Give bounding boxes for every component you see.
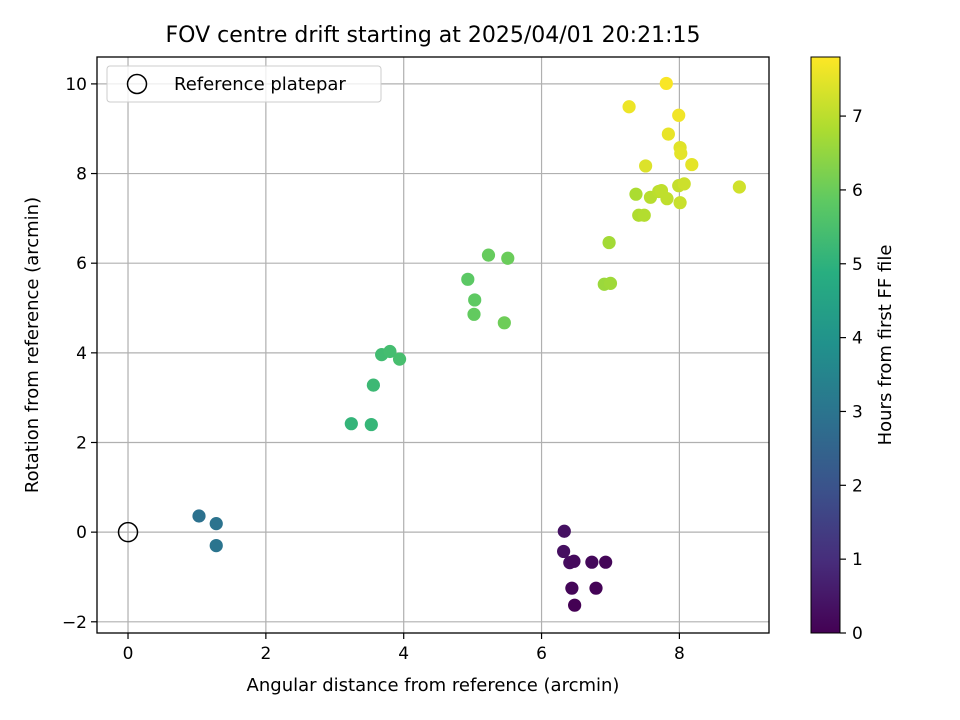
data-point bbox=[497, 316, 511, 330]
data-point bbox=[660, 192, 674, 206]
data-point bbox=[585, 555, 599, 569]
data-point bbox=[659, 76, 673, 91]
y-tick-label: 10 bbox=[65, 75, 87, 95]
colorbar-tick-label: 3 bbox=[852, 402, 863, 422]
data-point bbox=[603, 276, 618, 290]
x-tick-label: 4 bbox=[398, 644, 409, 664]
legend-reference-marker bbox=[126, 73, 148, 95]
data-point bbox=[344, 417, 358, 431]
y-tick-label: 0 bbox=[76, 523, 87, 543]
colorbar-ticks: 0 1 2 3 4 5 6 7 bbox=[840, 107, 863, 644]
data-point bbox=[629, 187, 643, 201]
data-point bbox=[589, 581, 603, 595]
data-point bbox=[568, 598, 582, 612]
data-point bbox=[565, 581, 579, 595]
x-ticks: 0 2 4 6 8 bbox=[123, 633, 685, 664]
data-point bbox=[557, 524, 571, 538]
colorbar-tick-label: 1 bbox=[852, 550, 863, 570]
data-point bbox=[622, 100, 636, 114]
y-tick-label: 4 bbox=[76, 344, 87, 364]
x-tick-label: 6 bbox=[536, 644, 547, 664]
data-point bbox=[501, 251, 515, 265]
data-point bbox=[732, 180, 746, 194]
data-point bbox=[481, 248, 496, 262]
y-tick-label: 8 bbox=[76, 165, 87, 185]
data-point bbox=[467, 307, 481, 321]
data-point bbox=[599, 555, 613, 569]
y-axis-label: Rotation from reference (arcmin) bbox=[22, 197, 43, 493]
data-point bbox=[383, 344, 397, 359]
data-point bbox=[674, 146, 688, 160]
legend-box bbox=[106, 65, 382, 103]
data-point bbox=[392, 352, 407, 366]
colorbar-tick-label: 7 bbox=[852, 107, 863, 127]
data-point bbox=[685, 157, 699, 172]
y-ticks: −2 0 2 4 6 8 10 bbox=[62, 75, 97, 633]
plot-area bbox=[97, 57, 769, 633]
data-point bbox=[661, 127, 675, 141]
colorbar: 0 1 2 3 4 5 6 7 Hours from first FF file bbox=[810, 56, 896, 644]
data-point bbox=[366, 378, 380, 392]
data-point bbox=[639, 159, 653, 173]
colorbar-tick-label: 4 bbox=[852, 329, 863, 349]
chart-title: FOV centre drift starting at 2025/04/01 … bbox=[166, 23, 701, 48]
legend: Reference platepar bbox=[106, 65, 382, 103]
legend-label-reference: Reference platepar bbox=[174, 74, 346, 95]
data-point bbox=[468, 293, 482, 307]
reference-platepar-marker bbox=[117, 521, 139, 543]
data-point bbox=[192, 509, 206, 523]
x-tick-label: 0 bbox=[123, 644, 134, 664]
y-tick-label: 2 bbox=[76, 433, 87, 453]
data-point bbox=[677, 177, 691, 191]
data-point bbox=[567, 554, 581, 568]
colorbar-label: Hours from first FF file bbox=[875, 245, 896, 446]
colorbar-tick-label: 6 bbox=[852, 181, 863, 201]
colorbar-tick-label: 2 bbox=[852, 476, 863, 496]
data-point bbox=[364, 417, 378, 432]
data-point bbox=[209, 538, 223, 553]
y-tick-label: −2 bbox=[62, 613, 87, 633]
plot-frame bbox=[96, 56, 770, 634]
x-tick-label: 2 bbox=[260, 644, 271, 664]
reference-marker-group bbox=[117, 521, 139, 543]
data-point bbox=[672, 108, 686, 122]
x-axis-label: Angular distance from reference (arcmin) bbox=[247, 675, 620, 696]
data-point bbox=[602, 235, 616, 250]
y-tick-label: 6 bbox=[76, 254, 87, 274]
colorbar-tick-label: 5 bbox=[852, 255, 863, 275]
scatter-points bbox=[192, 76, 746, 612]
data-point bbox=[673, 196, 687, 210]
data-point bbox=[461, 272, 475, 286]
data-point bbox=[637, 208, 651, 222]
colorbar-gradient bbox=[810, 56, 841, 634]
x-tick-label: 8 bbox=[674, 644, 685, 664]
colorbar-tick-label: 0 bbox=[852, 624, 863, 644]
data-point bbox=[557, 544, 571, 559]
data-point bbox=[209, 517, 223, 531]
